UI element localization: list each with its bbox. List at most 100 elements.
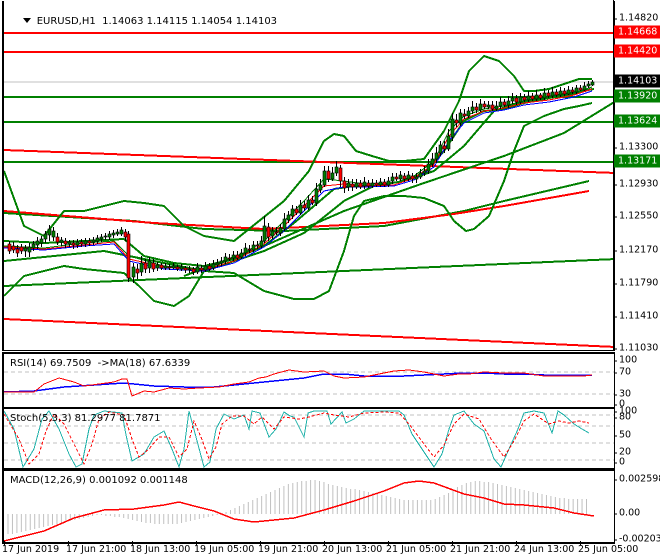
price-level-tag: 1.13171 <box>614 154 660 168</box>
bull-candle <box>239 252 244 258</box>
bull-candle <box>115 231 120 235</box>
bear-candle <box>374 182 379 186</box>
bull-candle <box>179 266 184 270</box>
rsi-ma-line <box>4 372 592 393</box>
bull-candle <box>582 85 587 91</box>
bear-candle <box>554 91 559 96</box>
bear-candle <box>79 241 84 245</box>
axis-tick-label: 100 <box>614 406 637 417</box>
bull-candle <box>406 174 411 180</box>
bull-candle <box>211 263 216 269</box>
bull-candle <box>534 94 539 100</box>
bull-candle <box>458 112 463 124</box>
bull-candle <box>434 152 439 160</box>
bear-candle <box>382 181 387 186</box>
bear-candle <box>454 119 459 124</box>
rsi-canvas[interactable] <box>4 354 614 407</box>
bull-candle <box>111 232 116 236</box>
bull-candle <box>147 260 152 269</box>
bull-candle <box>526 95 531 101</box>
time-axis-tick <box>260 541 261 545</box>
bear-candle <box>294 208 299 214</box>
bollinger-upper-band <box>4 54 592 243</box>
bull-candle <box>378 181 383 186</box>
bull-candle <box>510 97 515 102</box>
bear-candle <box>350 183 355 188</box>
axis-tick-label: 1.14820 <box>614 13 658 24</box>
axis-tick-label: 0.002598 <box>614 474 660 485</box>
bear-candle <box>207 265 212 270</box>
bear-candle <box>474 106 479 111</box>
bear-candle <box>538 94 543 99</box>
axis-tick-label: 0 <box>614 399 625 410</box>
price-level-tag: 1.13624 <box>614 114 660 128</box>
bull-candle <box>306 199 311 209</box>
ohlc-values: 1.14063 1.14115 1.14054 1.14103 <box>102 16 278 27</box>
bull-candle <box>223 256 228 262</box>
bear-candle <box>530 95 535 100</box>
bull-candle <box>354 182 359 188</box>
trend-line <box>4 258 614 287</box>
trend-line <box>4 149 614 174</box>
bear-candle <box>310 199 315 204</box>
bull-candle <box>251 244 256 251</box>
stochastic-pane[interactable]: Stoch(5,3,3) 81.2977 81.7871 <box>2 407 615 470</box>
time-axis-tick <box>68 541 69 545</box>
bull-candle <box>231 254 236 259</box>
price-axis-line <box>613 0 614 350</box>
bear-candle <box>502 101 507 106</box>
bull-candle <box>290 208 295 217</box>
macd-signal-line <box>4 480 595 542</box>
bull-candle <box>322 170 327 186</box>
bear-candle <box>402 175 407 180</box>
axis-tick-label: 1.11030 <box>614 343 658 354</box>
price-level-tag: 1.14420 <box>614 44 660 58</box>
bull-candle <box>278 227 283 234</box>
bear-candle <box>562 90 567 95</box>
macd-pane[interactable]: MACD(12,26,9) 0.001092 0.001148 <box>2 469 615 544</box>
bull-candle <box>414 176 419 180</box>
price-chart-canvas[interactable] <box>4 1 614 350</box>
price-chart-pane[interactable]: EURUSD,H1 1.14063 1.14115 1.14054 1.1410… <box>2 1 615 351</box>
stochastic-label: Stoch(5,3,3) 81.2977 81.7871 <box>10 413 161 424</box>
bear-candle <box>235 254 240 259</box>
bull-candle <box>418 172 423 178</box>
axis-tick-label: 0 <box>614 457 625 468</box>
macd-label: MACD(12,26,9) 0.001092 0.001148 <box>10 475 188 486</box>
bull-candle <box>494 105 499 110</box>
rsi-label: RSI(14) 69.7509 ->MA(18) 67.6339 <box>10 358 191 369</box>
axis-tick-label: 1.12550 <box>614 211 658 222</box>
time-axis-label: 19 Jun 05:00 <box>194 544 255 555</box>
bull-candle <box>386 180 391 186</box>
macd-canvas[interactable] <box>4 471 614 542</box>
rsi-pane[interactable]: RSI(14) 69.7509 ->MA(18) 67.6339 <box>2 352 615 409</box>
bear-candle <box>255 244 260 247</box>
bull-candle <box>83 240 88 245</box>
bear-candle <box>338 167 343 182</box>
bear-candle <box>19 246 24 252</box>
bull-candle <box>99 236 104 240</box>
bear-candle <box>366 182 371 187</box>
bear-candle <box>247 248 252 251</box>
stochastic-canvas[interactable] <box>4 409 614 468</box>
bear-candle <box>183 267 188 271</box>
rsi-line <box>4 369 593 397</box>
time-axis-label: 19 Jun 21:00 <box>258 544 319 555</box>
bull-candle <box>43 233 48 240</box>
time-axis-tick <box>196 541 197 545</box>
bear-candle <box>570 89 575 93</box>
bear-candle <box>326 170 331 180</box>
bear-candle <box>490 104 495 110</box>
bull-candle <box>334 166 339 174</box>
bull-candle <box>370 182 375 187</box>
bull-candle <box>542 92 547 99</box>
price-level-tag: 1.14668 <box>614 25 660 39</box>
bull-candle <box>119 229 124 235</box>
bull-candle <box>31 243 36 249</box>
price-axis: 1.14820 1.13300 1.12930 1.12550 1.12170 1.117… <box>614 0 660 354</box>
bull-candle <box>103 235 108 238</box>
bull-candle <box>155 264 160 269</box>
collapse-arrow-icon[interactable] <box>22 18 31 23</box>
bull-candle <box>590 81 595 86</box>
